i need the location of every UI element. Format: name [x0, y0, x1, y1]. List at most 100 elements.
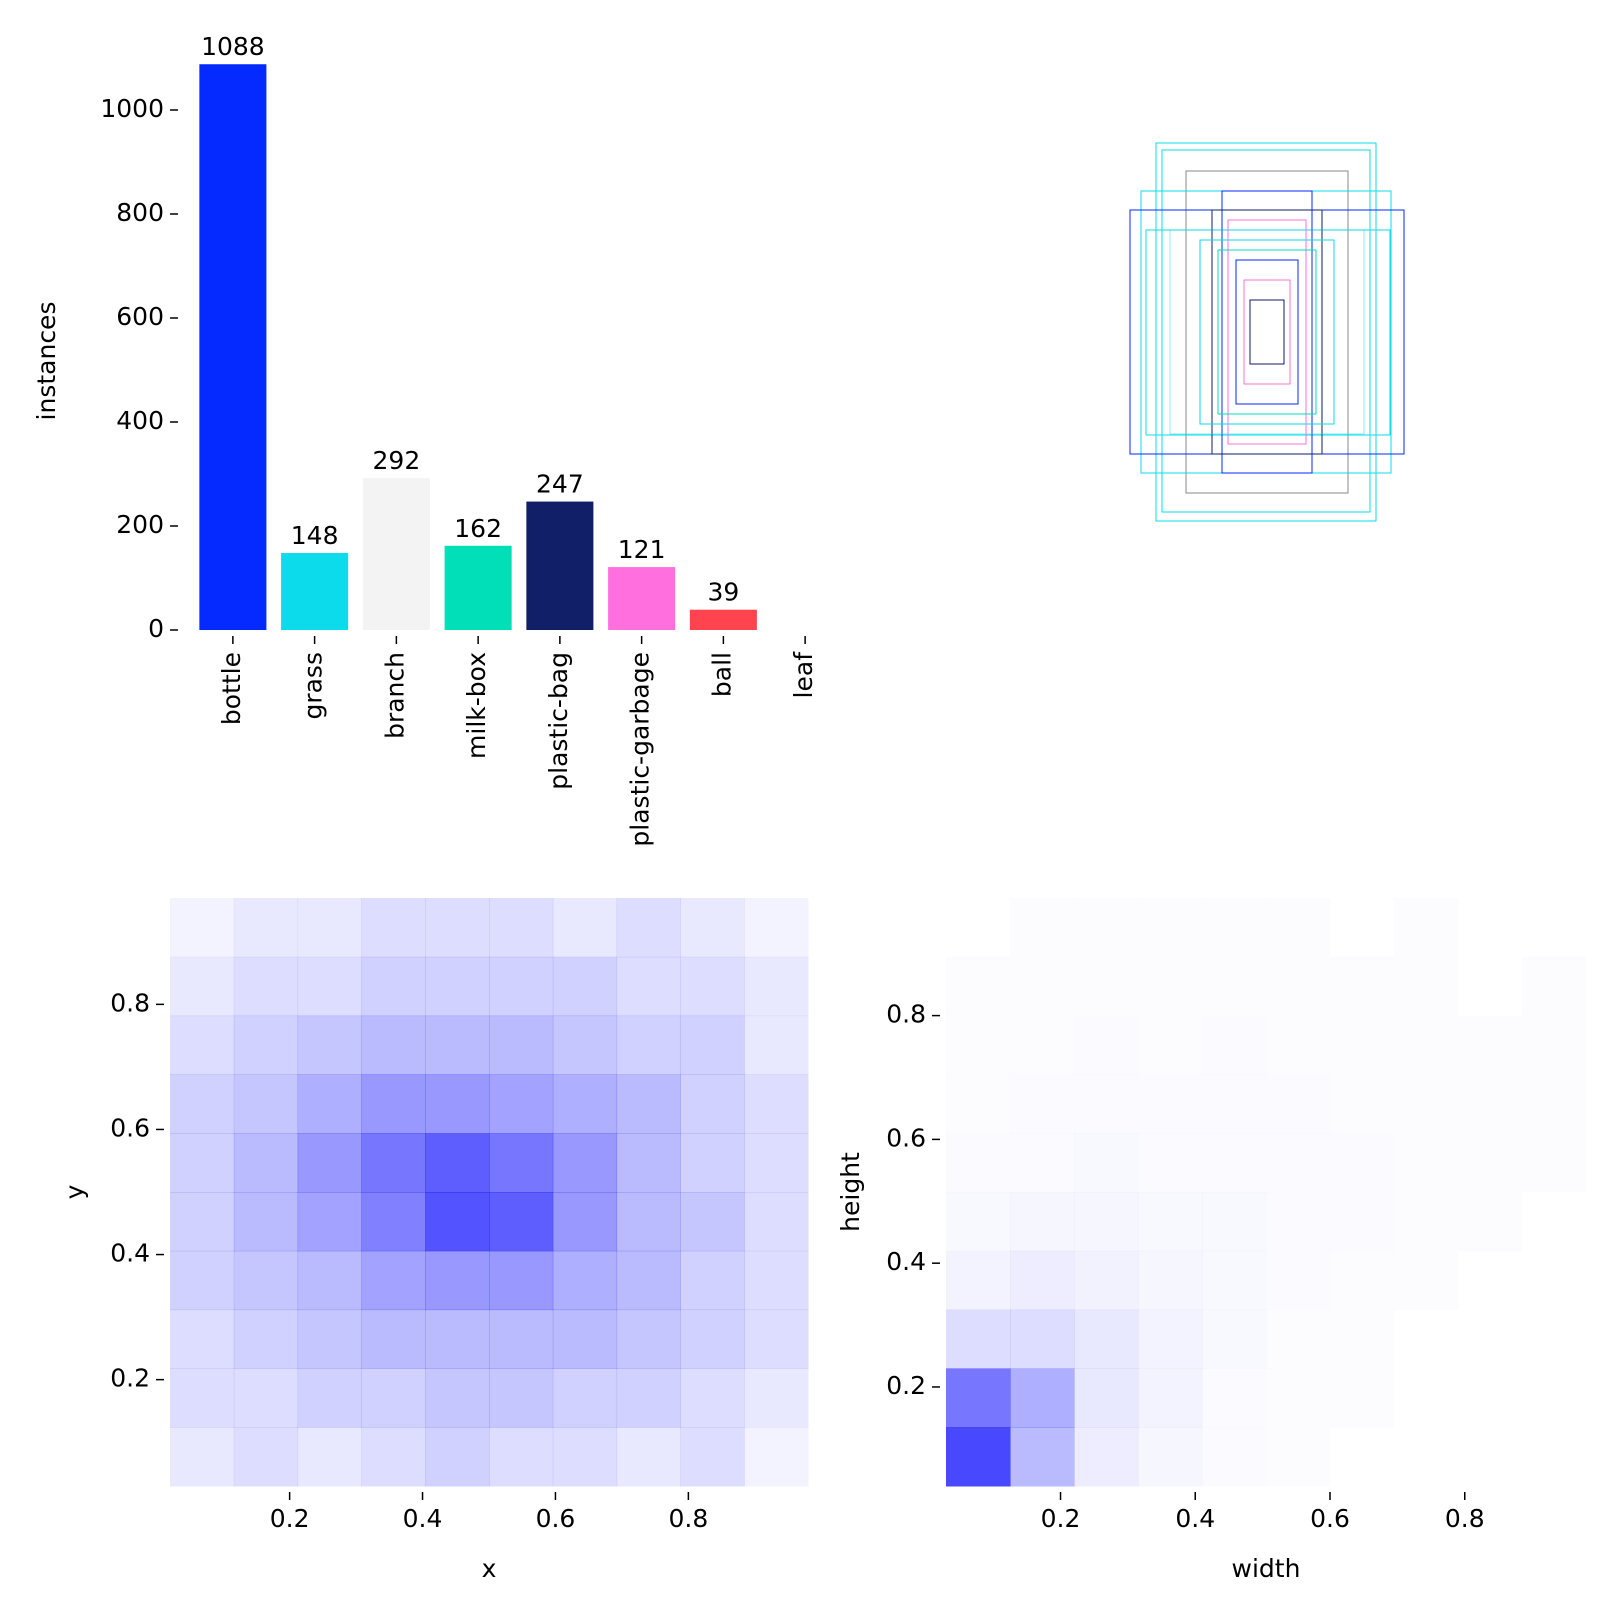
hist-cell: [744, 1368, 809, 1428]
hist-cell: [297, 1250, 362, 1311]
y-tick-label: 0.6: [886, 1123, 926, 1152]
hist-cell: [680, 1309, 745, 1369]
y-tick-label: 0.4: [110, 1239, 150, 1268]
hist-cell: [1010, 1192, 1075, 1252]
box: [1227, 219, 1307, 445]
hist-cell: [1074, 1074, 1139, 1133]
hist-cell: [1458, 1427, 1523, 1486]
hist-cell: [1266, 1074, 1331, 1133]
hist-cell: [1202, 1368, 1267, 1427]
x-tick-label: 0.4: [1175, 1504, 1215, 1533]
hist-cell: [297, 956, 362, 1017]
hist-cell: [297, 1427, 362, 1487]
bar: [199, 64, 267, 631]
hist-cell: [1266, 1016, 1331, 1075]
hist-cell: [1074, 1192, 1139, 1252]
bar: [526, 501, 594, 630]
y-tick-label: 800: [116, 198, 164, 227]
hist-cell: [361, 1015, 426, 1075]
hist-cell: [1394, 1074, 1459, 1133]
hist-cell: [552, 1074, 618, 1134]
hist-cell: [1010, 898, 1075, 957]
hist-cell: [1330, 898, 1395, 957]
hist-cell: [170, 898, 235, 958]
hist-cell: [946, 957, 1011, 1016]
hist-cell: [233, 1015, 299, 1075]
hist-cell: [1010, 1074, 1075, 1133]
hist-cell: [170, 1074, 235, 1134]
hist-cell: [425, 1015, 490, 1075]
x-tick-label: 0.6: [536, 1504, 576, 1533]
hist-cell: [1202, 1427, 1267, 1486]
hist-cell: [1266, 898, 1331, 957]
hist-cell: [1010, 957, 1075, 1016]
hist-cell: [170, 1427, 235, 1487]
value-label: 247: [536, 470, 584, 499]
hist-cell: [170, 1250, 235, 1311]
hist-cell: [744, 1074, 809, 1134]
hist-cell: [1330, 1133, 1395, 1192]
hist-cell: [1330, 957, 1395, 1016]
value-label: 148: [291, 521, 339, 550]
box: [1185, 170, 1349, 494]
hist-cell: [297, 1133, 362, 1193]
hist-cell: [425, 1192, 490, 1252]
box: [1221, 190, 1313, 474]
hist-cell: [616, 956, 681, 1017]
hist-cell: [1458, 898, 1523, 957]
hist-cell: [1330, 1368, 1395, 1427]
hist-cell: [1330, 1310, 1395, 1369]
hist-cell: [744, 1133, 809, 1193]
hist-cell: [1138, 1192, 1203, 1251]
hist-cell: [1138, 1427, 1203, 1487]
y-tick-label: 1000: [100, 94, 164, 123]
hist-cell: [1394, 1251, 1459, 1310]
box: [1199, 239, 1335, 425]
hist-cell: [1522, 1310, 1587, 1369]
hist-cell: [1458, 1368, 1523, 1427]
hist-cell: [170, 1015, 235, 1075]
hist-cell: [616, 898, 681, 958]
hist-cell: [233, 1192, 299, 1252]
hist-cell: [233, 1074, 299, 1134]
bar: [281, 553, 349, 630]
hist-cell: [425, 1133, 490, 1193]
hist-cell: [1522, 957, 1587, 1016]
box: [1217, 249, 1317, 415]
hist-cell: [680, 1015, 745, 1075]
hist-cell: [233, 1309, 299, 1369]
hist-cell: [1202, 1016, 1267, 1075]
hist-cell: [425, 898, 490, 958]
hist-cell: [1394, 1310, 1459, 1369]
hist-cell: [297, 1074, 362, 1134]
hist-cell: [552, 1427, 618, 1487]
hist-cell: [1074, 1250, 1139, 1311]
box: [1129, 209, 1405, 455]
hist-cell: [1202, 898, 1267, 957]
hist-cell: [361, 1192, 426, 1252]
hist-cell: [1138, 1133, 1203, 1192]
hist-cell: [744, 1192, 809, 1252]
hist-cell: [552, 1309, 618, 1369]
hist-cell: [297, 1015, 362, 1075]
hist-cell: [425, 956, 490, 1017]
hist-cell: [1010, 1250, 1075, 1311]
hist-cell: [946, 1427, 1011, 1487]
hist-cell: [552, 1015, 618, 1075]
hist-cell: [361, 1427, 426, 1487]
hist-cell: [1138, 1368, 1203, 1428]
hist-cell: [616, 1074, 681, 1134]
hist-cell: [616, 1368, 681, 1428]
box: [1140, 190, 1392, 474]
hist-cell: [1074, 1427, 1139, 1487]
hist-cell: [680, 1427, 745, 1487]
hist-cell: [1522, 1427, 1587, 1486]
hist-cell: [425, 1074, 490, 1134]
hist-cell: [552, 1192, 618, 1252]
hist-cell: [1522, 1192, 1587, 1251]
value-label: 39: [707, 578, 739, 607]
x-tick-label: leaf: [789, 651, 818, 699]
x-tick-label: 0.8: [668, 1504, 708, 1533]
hist-cell: [1138, 1309, 1203, 1369]
label-boxes: [1129, 142, 1405, 522]
